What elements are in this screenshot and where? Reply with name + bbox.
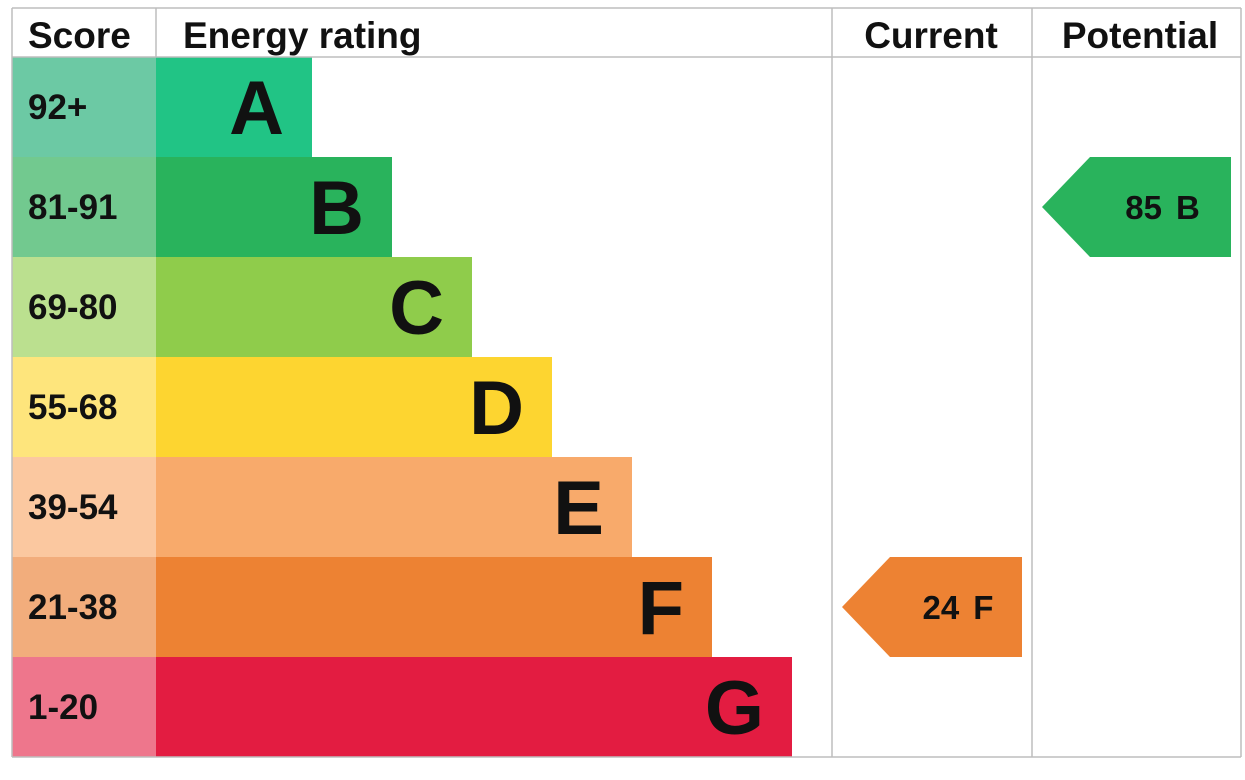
score-cell-g [12,657,156,757]
current-band-letter: F [973,589,993,626]
score-cell-c [12,257,156,357]
band-bar-d [156,357,552,457]
band-letter-d: D [469,366,524,451]
score-cell-f [12,557,156,657]
bands-layer: 92+ A 81-91 B 69-80 C 55-68 D 39-54 E 21-38 F 1-20 G [12,57,792,757]
score-range-f: 21-38 [28,588,118,627]
band-letter-f: F [638,566,684,651]
grid-layer [11,7,1242,758]
score-range-c: 69-80 [28,288,118,327]
band-bar-b [156,157,392,257]
band-bar-c [156,257,472,357]
current-score-value: 24 [923,589,960,626]
potential-band-letter: B [1176,189,1200,226]
score-cell-a [12,57,156,157]
band-letter-e: E [553,466,604,551]
band-bar-e [156,457,632,557]
potential-score-value: 85 [1125,189,1162,226]
current-arrow [842,557,1022,657]
header-score: Score [28,15,131,56]
score-range-g: 1-20 [28,688,98,727]
score-range-a: 92+ [28,88,87,127]
potential-arrow [1042,157,1231,257]
band-letter-c: C [389,266,444,351]
header-potential: Potential [1062,15,1218,56]
band-bar-f [156,557,712,657]
current-rating-label: 24 F [923,589,994,626]
band-letter-a: A [229,66,284,151]
score-cell-d [12,357,156,457]
header-energy-rating: Energy rating [183,15,422,56]
band-bar-a [156,57,312,157]
band-bar-g [156,657,792,757]
arrows-layer: 24 F 85 B [842,157,1231,657]
header-current: Current [864,15,998,56]
score-range-d: 55-68 [28,388,118,427]
band-letter-g: G [705,666,764,751]
band-letter-b: B [309,166,364,251]
potential-rating-label: 85 B [1125,189,1200,226]
header-layer: Score Energy rating Current Potential [28,15,1218,56]
score-cell-b [12,157,156,257]
score-cell-e [12,457,156,557]
score-range-b: 81-91 [28,188,118,227]
score-range-e: 39-54 [28,488,118,527]
